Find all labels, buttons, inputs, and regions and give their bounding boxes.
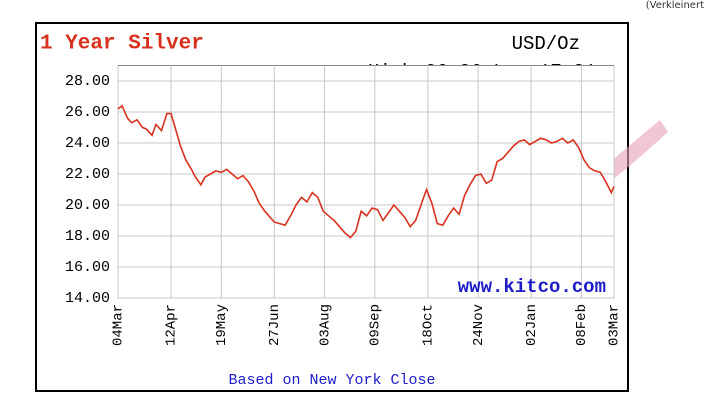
footer: Based on New York Close (228, 372, 435, 389)
x-tick-label: 18Oct (421, 304, 437, 346)
y-tick-label: 28.00 (65, 73, 110, 90)
y-tick-label: 18.00 (65, 228, 110, 245)
x-tick-label: 12Apr (164, 304, 180, 346)
chart-title: 1 Year Silver (40, 33, 204, 56)
x-tick-label: 08Feb (574, 304, 590, 346)
x-tick-label: 02Jan (524, 304, 540, 346)
y-tick-label: 24.00 (65, 135, 110, 152)
y-tick-label: 22.00 (65, 166, 110, 183)
corner-note: (Verkleinert (646, 0, 704, 11)
watermark: www.kitco.com (458, 276, 606, 298)
x-tick-label: 04Mar (111, 304, 127, 346)
y-tick-label: 14.00 (65, 290, 110, 307)
x-tick-label: 19May (214, 304, 230, 346)
x-tick-label: 03Aug (317, 304, 333, 346)
plot-area (117, 65, 615, 299)
y-tick-label: 20.00 (65, 197, 110, 214)
x-tick-label: 27Jun (267, 304, 283, 346)
x-tick-label: 09Sep (368, 304, 384, 346)
unit-label: USD/Oz (512, 33, 580, 55)
x-tick-label: 03Mar (607, 304, 623, 346)
y-tick-label: 16.00 (65, 259, 110, 276)
x-tick-label: 24Nov (471, 304, 487, 346)
y-tick-label: 26.00 (65, 104, 110, 121)
price-line (117, 104, 615, 239)
